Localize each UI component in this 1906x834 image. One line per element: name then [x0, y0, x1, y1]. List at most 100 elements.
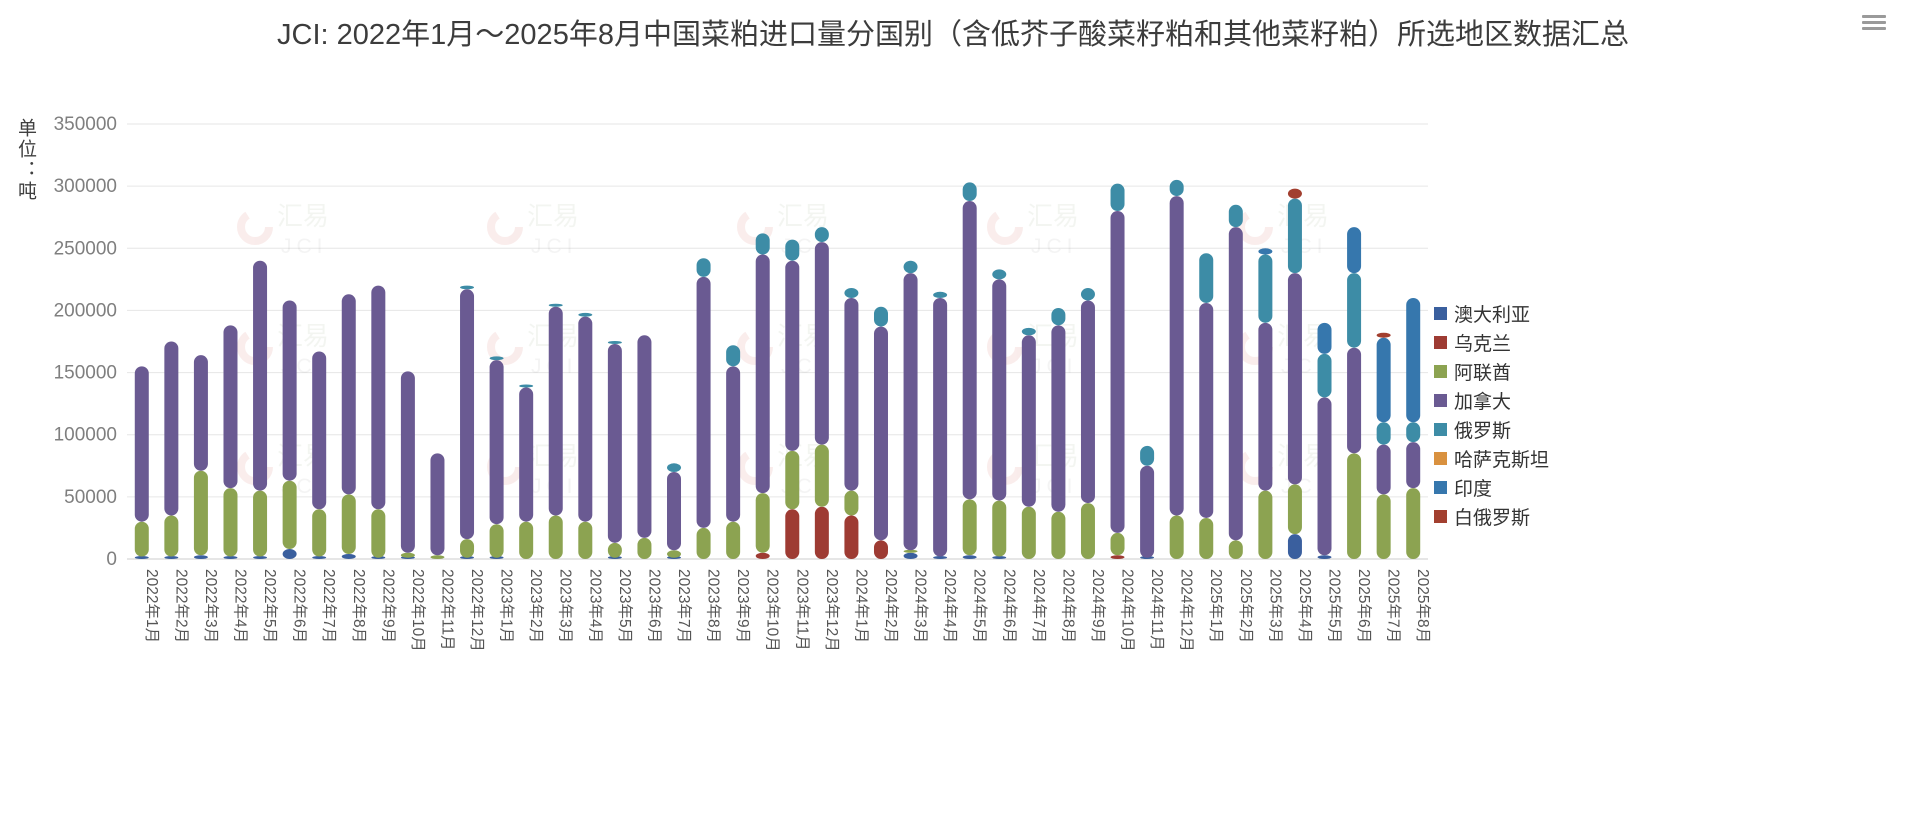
bar-segment: [1347, 453, 1362, 559]
legend-item-印度[interactable]: 印度: [1434, 473, 1549, 502]
hamburger-menu-icon[interactable]: [1862, 12, 1886, 32]
x-axis-tick-label: 2022年11月: [438, 569, 456, 651]
bar-segment: [1317, 322, 1332, 354]
chart-title: JCI: 2022年1月～2025年8月中国菜粕进口量分国别（含低芥子酸菜籽粕和…: [277, 19, 1629, 51]
bar-segment: [164, 515, 179, 557]
bar-segment: [164, 341, 179, 516]
bar-segment: [814, 227, 829, 243]
legend-item-澳大利亚[interactable]: 澳大利亚: [1434, 299, 1549, 328]
bar-segment: [430, 555, 445, 559]
x-axis-tick-label: 2022年10月: [409, 569, 427, 652]
x-axis-tick-label: 2024年4月: [941, 569, 959, 643]
legend-item-乌克兰[interactable]: 乌克兰: [1434, 328, 1549, 357]
bar-segment: [1287, 198, 1302, 274]
bar-segment: [1347, 347, 1362, 454]
x-axis-tick-label: 2022年4月: [231, 569, 249, 643]
bar-segment: [933, 298, 948, 557]
legend-swatch: [1434, 394, 1447, 407]
x-axis-tick-label: 2023年3月: [557, 569, 575, 643]
legend-item-哈萨克斯坦[interactable]: 哈萨克斯坦: [1434, 444, 1549, 473]
legend-item-阿联酋[interactable]: 阿联酋: [1434, 357, 1549, 386]
bar-segment: [903, 549, 918, 553]
bar-segment: [785, 509, 800, 559]
x-axis-tick-label: 2022年2月: [172, 569, 190, 643]
legend-swatch: [1434, 365, 1447, 378]
legend-swatch: [1434, 336, 1447, 349]
bar-segment: [548, 306, 563, 516]
bar-segment: [1051, 307, 1066, 326]
bar-segment: [489, 360, 504, 525]
legend-label: 白俄罗斯: [1454, 508, 1531, 529]
bar-segment: [1258, 490, 1273, 559]
bar-segment: [460, 285, 475, 290]
x-axis-tick-label: 2025年3月: [1266, 569, 1284, 643]
legend-swatch: [1434, 452, 1447, 465]
bar-segment: [1169, 196, 1184, 516]
bar-segment: [1080, 288, 1095, 301]
bar-segment: [1258, 254, 1273, 323]
bar-segment: [253, 490, 268, 557]
x-axis-tick-label: 2023年10月: [764, 569, 782, 652]
bar-segment: [785, 450, 800, 510]
bar-segment: [1228, 227, 1243, 541]
bar-segment: [578, 521, 593, 559]
bar-segment: [253, 556, 268, 559]
bar-segment: [667, 472, 682, 551]
bar-segment: [903, 273, 918, 551]
bar-segment: [1228, 540, 1243, 559]
x-axis-tick-label: 2022年12月: [468, 569, 486, 652]
bar-segment: [1110, 211, 1125, 533]
legend-label: 乌克兰: [1454, 334, 1512, 355]
y-axis-tick-label: 350000: [54, 114, 117, 135]
bar-segment: [341, 294, 356, 495]
legend-item-加拿大[interactable]: 加拿大: [1434, 386, 1549, 415]
bar-segment: [1021, 506, 1036, 559]
bar-segment: [1406, 442, 1421, 489]
bar-segment: [607, 343, 622, 543]
bar-segment: [844, 288, 859, 298]
bar-segment: [607, 542, 622, 558]
bar-segment: [134, 521, 149, 557]
bar-segment: [312, 509, 327, 557]
x-axis-tick-label: 2025年8月: [1414, 569, 1432, 643]
bar-segment: [1258, 322, 1273, 491]
svg-text:汇易: 汇易: [277, 201, 329, 231]
legend-label: 加拿大: [1454, 392, 1512, 413]
bar-segment: [193, 470, 208, 556]
bar-segment: [1406, 488, 1421, 559]
bar-segment: [992, 500, 1007, 557]
bar-segment: [726, 345, 741, 367]
bar-segment: [1110, 183, 1125, 211]
x-axis-tick-label: 2023年5月: [616, 569, 634, 643]
bar-segment: [519, 521, 534, 559]
bar-segment: [223, 488, 238, 557]
hamburger-bar: [1862, 27, 1886, 30]
x-axis-tick-label: 2024年7月: [1030, 569, 1048, 643]
legend-label: 哈萨克斯坦: [1454, 450, 1550, 471]
legend-item-俄罗斯[interactable]: 俄罗斯: [1434, 415, 1549, 444]
bar-segment: [578, 316, 593, 522]
bar-segment: [755, 493, 770, 553]
bar-segment: [1317, 353, 1332, 398]
bar-segment: [1169, 179, 1184, 197]
bar-segment: [992, 279, 1007, 501]
bar-segment: [430, 453, 445, 556]
bar-segment: [519, 384, 534, 388]
bar-segment: [637, 335, 652, 538]
watermark: 汇易 JCI: [237, 201, 329, 258]
legend-item-白俄罗斯[interactable]: 白俄罗斯: [1434, 502, 1549, 531]
x-axis-tick-label: 2024年3月: [912, 569, 930, 643]
bar-segment: [844, 490, 859, 516]
bar-segment: [1287, 273, 1302, 485]
bar-segment: [667, 550, 682, 558]
x-axis-tick-label: 2025年7月: [1385, 569, 1403, 643]
bar-segment: [814, 506, 829, 559]
x-axis-tick-label: 2025年2月: [1237, 569, 1255, 643]
svg-text:汇易: 汇易: [777, 201, 829, 231]
svg-text:JCI: JCI: [281, 235, 328, 258]
